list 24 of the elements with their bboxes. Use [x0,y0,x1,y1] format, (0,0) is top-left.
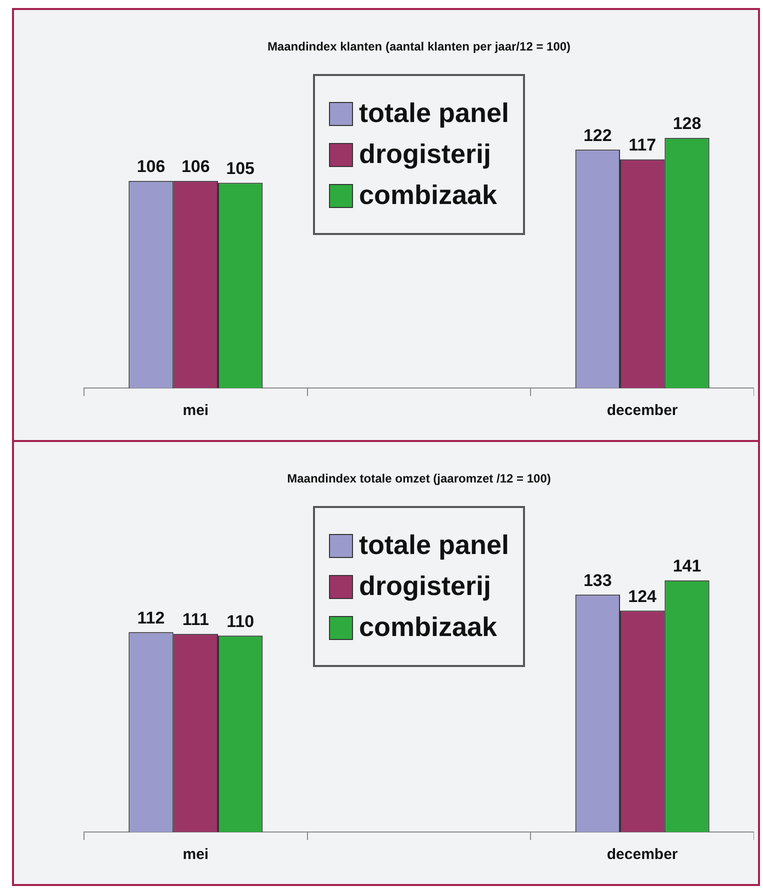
data-label: 111 [182,610,209,630]
legend-label: combizaak [359,612,498,644]
data-label: 117 [628,136,656,155]
data-label: 133 [583,570,612,590]
data-label: 112 [137,608,165,628]
legend-label: totale panel [359,530,510,562]
chart-title: Maandindex totale omzet (jaaromzet /12 = 100) [287,472,551,486]
legend-label: combizaak [359,180,498,212]
data-label: 106 [136,157,166,176]
data-label: 141 [672,556,702,576]
data-label: 122 [583,126,612,145]
x-tick-label: mei [182,846,209,864]
data-label: 124 [628,586,658,606]
legend-label: totale panel [359,98,510,130]
legend-label: drogisterij [359,571,492,602]
data-label: 106 [181,157,210,176]
chart-title: Maandindex klanten (aantal klanten per jaar/12 = 100) [267,40,571,54]
data-label: 110 [226,612,254,631]
data-label: 105 [226,158,255,178]
x-tick-label: mei [182,402,209,420]
x-tick-label: december [606,846,678,864]
x-tick-label: december [606,402,678,420]
legend-label: drogisterij [359,139,492,170]
data-label: 128 [672,114,702,134]
